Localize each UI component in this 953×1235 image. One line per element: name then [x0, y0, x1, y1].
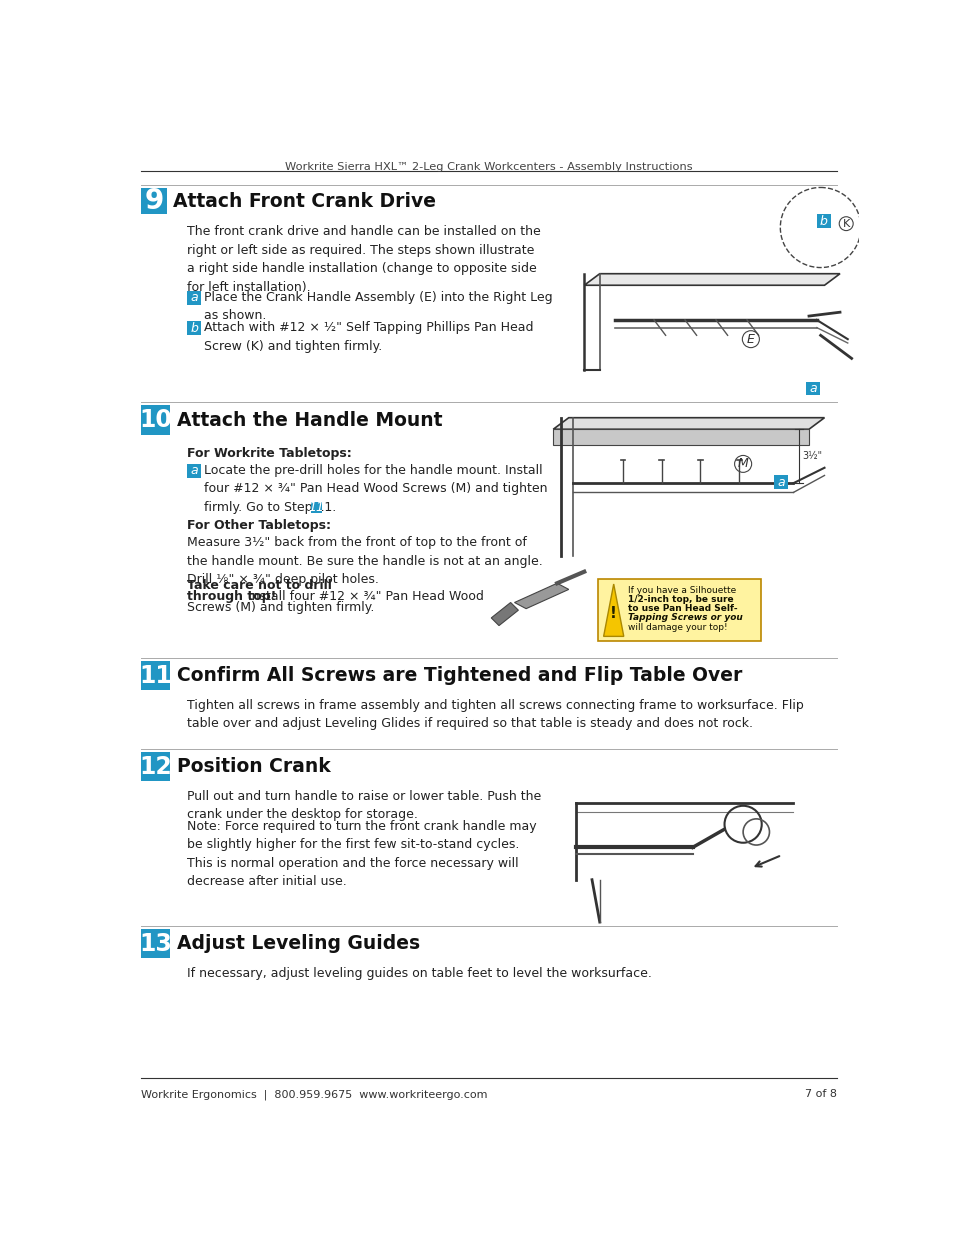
Text: Pull out and turn handle to raise or lower table. Push the
crank under the deskt: Pull out and turn handle to raise or low… [187, 789, 541, 821]
Text: a: a [808, 382, 816, 395]
FancyBboxPatch shape [141, 752, 171, 782]
Text: 13: 13 [139, 931, 172, 956]
Text: Workrite Sierra HXL™ 2-Leg Crank Workcenters - Assembly Instructions: Workrite Sierra HXL™ 2-Leg Crank Workcen… [285, 162, 692, 172]
Text: 11: 11 [309, 501, 325, 514]
Text: Take care not to drill: Take care not to drill [187, 579, 332, 593]
FancyBboxPatch shape [187, 321, 201, 336]
Text: !: ! [610, 606, 617, 621]
FancyBboxPatch shape [773, 475, 787, 489]
Text: Place the Crank Handle Assembly (E) into the Right Leg
as shown.: Place the Crank Handle Assembly (E) into… [204, 290, 553, 322]
Text: If necessary, adjust leveling guides on table feet to level the worksurface.: If necessary, adjust leveling guides on … [187, 967, 652, 979]
FancyBboxPatch shape [141, 929, 171, 958]
Text: Tighten all screws in frame assembly and tighten all screws connecting frame to : Tighten all screws in frame assembly and… [187, 699, 803, 730]
Text: Adjust Leveling Guides: Adjust Leveling Guides [176, 934, 419, 953]
Text: Install four #12 × ¾" Pan Head Wood: Install four #12 × ¾" Pan Head Wood [244, 590, 483, 603]
Text: 10: 10 [139, 408, 172, 432]
Text: K: K [841, 219, 849, 228]
Polygon shape [514, 583, 568, 609]
Text: 7 of 8: 7 of 8 [804, 1089, 836, 1099]
Text: For Workrite Tabletops:: For Workrite Tabletops: [187, 447, 352, 459]
Text: a: a [191, 464, 198, 478]
Text: Attach with #12 × ½" Self Tapping Phillips Pan Head
Screw (K) and tighten firmly: Attach with #12 × ½" Self Tapping Philli… [204, 321, 534, 353]
Text: 1/2-inch top, be sure: 1/2-inch top, be sure [627, 595, 733, 604]
Text: Confirm All Screws are Tightened and Flip Table Over: Confirm All Screws are Tightened and Fli… [176, 666, 741, 685]
Text: Measure 3½" back from the front of top to the front of
the handle mount. Be sure: Measure 3½" back from the front of top t… [187, 536, 542, 587]
Text: M: M [737, 457, 748, 471]
Text: a: a [191, 291, 198, 304]
Text: 9: 9 [144, 188, 164, 215]
Text: Position Crank: Position Crank [176, 757, 330, 776]
Polygon shape [553, 430, 808, 445]
Text: For Other Tabletops:: For Other Tabletops: [187, 520, 331, 532]
Text: a: a [777, 475, 784, 489]
FancyBboxPatch shape [187, 290, 201, 305]
Polygon shape [583, 274, 840, 285]
Text: Attach Front Crank Drive: Attach Front Crank Drive [173, 191, 436, 211]
FancyBboxPatch shape [311, 503, 322, 514]
Text: E: E [746, 332, 754, 346]
FancyBboxPatch shape [816, 215, 830, 228]
FancyBboxPatch shape [187, 464, 201, 478]
Text: Screws (M) and tighten firmly.: Screws (M) and tighten firmly. [187, 601, 375, 614]
Text: 11: 11 [139, 663, 172, 688]
Polygon shape [491, 603, 517, 626]
Text: Locate the pre-drill holes for the handle mount. Install
four #12 × ¾" Pan Head : Locate the pre-drill holes for the handl… [204, 464, 547, 514]
Text: The front crank drive and handle can be installed on the
right or left side as r: The front crank drive and handle can be … [187, 225, 540, 294]
FancyBboxPatch shape [141, 188, 167, 215]
Polygon shape [553, 417, 823, 430]
Text: 3½": 3½" [802, 451, 822, 461]
Text: If you have a Silhouette: If you have a Silhouette [627, 585, 735, 594]
Text: Attach the Handle Mount: Attach the Handle Mount [176, 410, 441, 430]
Text: b: b [819, 215, 827, 227]
Text: through top!: through top! [187, 590, 276, 603]
FancyBboxPatch shape [141, 405, 171, 435]
FancyBboxPatch shape [598, 579, 760, 641]
FancyBboxPatch shape [141, 661, 171, 690]
Text: 12: 12 [139, 755, 172, 778]
Text: Note: Force required to turn the front crank handle may
be slightly higher for t: Note: Force required to turn the front c… [187, 820, 537, 888]
Polygon shape [603, 584, 623, 636]
Text: b: b [191, 322, 198, 335]
FancyBboxPatch shape [805, 382, 819, 395]
Text: will damage your top!: will damage your top! [627, 622, 726, 631]
Text: to use Pan Head Self-: to use Pan Head Self- [627, 604, 737, 613]
Text: Workrite Ergonomics  |  800.959.9675  www.workriteergo.com: Workrite Ergonomics | 800.959.9675 www.w… [141, 1089, 487, 1099]
Text: Tapping Screws or you: Tapping Screws or you [627, 614, 741, 622]
